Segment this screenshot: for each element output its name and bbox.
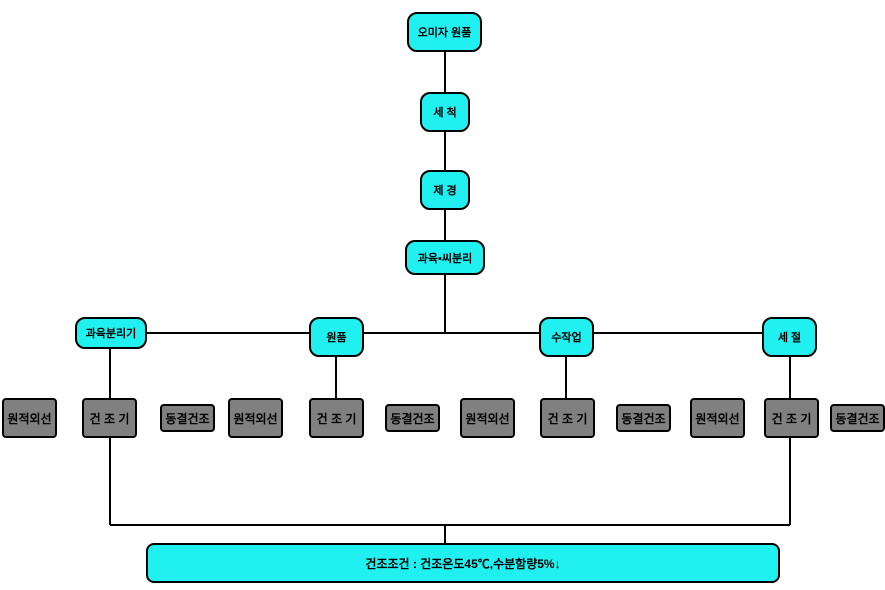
leaf-dryer-2: 건 조 기 bbox=[309, 398, 364, 438]
node-wash: 세 척 bbox=[420, 92, 470, 132]
node-separate: 과육▪씨분리 bbox=[405, 240, 485, 275]
node-omija: 오미자 원품 bbox=[407, 12, 482, 52]
leaf-ir-3: 원적외선 bbox=[460, 398, 515, 438]
leaf-dryer-3: 건 조 기 bbox=[540, 398, 595, 438]
node-label: 원품 bbox=[326, 329, 346, 345]
node-handwork: 수작업 bbox=[539, 317, 594, 357]
node-label: 동결건조 bbox=[390, 410, 434, 427]
node-label: 원적외선 bbox=[465, 410, 509, 427]
node-label: 동결건조 bbox=[621, 410, 665, 427]
leaf-freeze-4: 동결건조 bbox=[830, 404, 885, 432]
node-label: 제 경 bbox=[433, 182, 456, 198]
node-label: 건 조 기 bbox=[772, 410, 812, 427]
condition-box: 건조조건 : 건조온도45℃,수분함량5%↓ bbox=[146, 543, 780, 583]
connector-lines bbox=[0, 0, 885, 590]
node-cut: 세 절 bbox=[762, 317, 817, 357]
leaf-freeze-3: 동결건조 bbox=[616, 404, 671, 432]
node-label: 과육▪씨분리 bbox=[418, 250, 473, 266]
leaf-ir-1: 원적외선 bbox=[2, 398, 57, 438]
leaf-freeze-2: 동결건조 bbox=[385, 404, 440, 432]
node-label: 건 조 기 bbox=[317, 410, 357, 427]
node-label: 세 척 bbox=[433, 104, 456, 120]
node-label: 건 조 기 bbox=[548, 410, 588, 427]
leaf-ir-2: 원적외선 bbox=[228, 398, 283, 438]
leaf-dryer-1: 건 조 기 bbox=[82, 398, 137, 438]
leaf-freeze-1: 동결건조 bbox=[160, 404, 215, 432]
node-label: 원적외선 bbox=[695, 410, 739, 427]
node-label: 과육분리기 bbox=[86, 325, 137, 341]
node-raw: 원품 bbox=[309, 317, 364, 357]
node-label: 건 조 기 bbox=[90, 410, 130, 427]
node-label: 동결건조 bbox=[835, 410, 879, 427]
leaf-dryer-4: 건 조 기 bbox=[764, 398, 819, 438]
node-label: 수작업 bbox=[551, 329, 581, 345]
node-label: 오미자 원품 bbox=[418, 24, 472, 40]
node-pulper: 과육분리기 bbox=[75, 317, 147, 349]
node-label: 원적외선 bbox=[233, 410, 277, 427]
node-label: 동결건조 bbox=[165, 410, 209, 427]
node-label: 원적외선 bbox=[7, 410, 51, 427]
node-label: 세 절 bbox=[778, 329, 801, 345]
leaf-ir-4: 원적외선 bbox=[690, 398, 745, 438]
condition-label: 건조조건 : 건조온도45℃,수분함량5%↓ bbox=[365, 555, 560, 572]
node-destem: 제 경 bbox=[420, 170, 470, 210]
